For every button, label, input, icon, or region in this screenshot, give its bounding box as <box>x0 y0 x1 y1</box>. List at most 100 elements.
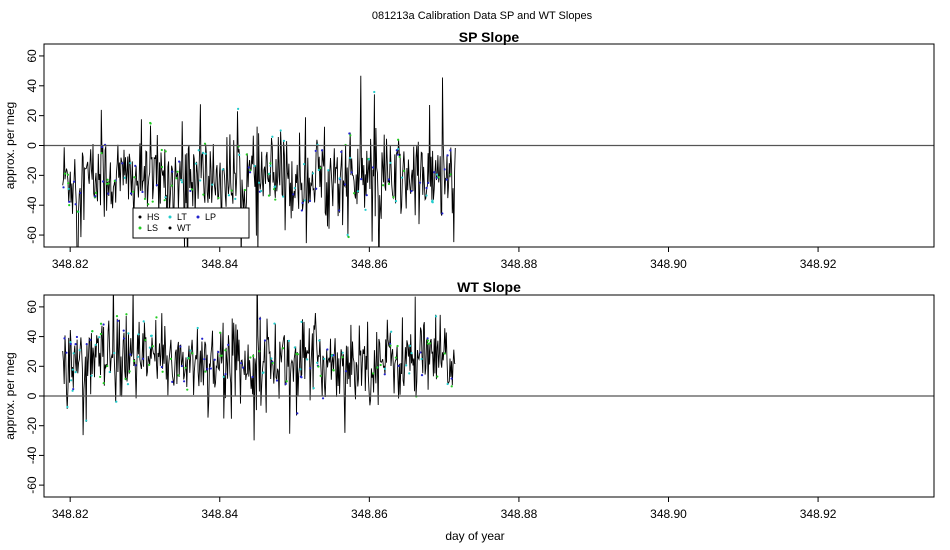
series-point-lt <box>348 156 352 160</box>
series-point-lt <box>373 90 376 94</box>
series-point-ls <box>319 374 322 377</box>
series-point-ls <box>190 188 194 191</box>
series-point-lp <box>247 166 250 169</box>
x-tick-label: 348.90 <box>650 507 687 521</box>
y-tick-label: 60 <box>25 49 39 63</box>
legend-label-lp: LP <box>205 212 216 222</box>
series-point-lp <box>396 153 400 156</box>
series-point-ls <box>230 189 233 192</box>
series-point-lp <box>217 350 220 354</box>
series-point-lp <box>69 342 72 346</box>
series-point-lp <box>122 329 125 332</box>
series-point-lp <box>426 337 429 340</box>
series-point-lp <box>129 192 133 195</box>
series-point-lp <box>300 376 303 379</box>
series-point-lt <box>303 199 306 202</box>
series-point-ls <box>105 182 109 185</box>
series-point-ls <box>450 385 453 388</box>
series-point-lp <box>446 154 449 157</box>
series-point-lt <box>74 371 77 374</box>
series-point-lp <box>315 187 318 190</box>
series-point-lp <box>72 180 76 183</box>
series-point-lp <box>94 195 97 198</box>
series-point-lt <box>221 168 224 171</box>
series-point-lt <box>69 340 72 344</box>
series-point-lp <box>100 145 104 149</box>
series-point-lt <box>270 357 273 360</box>
series-point-lt <box>194 162 198 165</box>
series-point-ls <box>67 182 70 185</box>
series-point-ls <box>347 235 350 239</box>
series-point-lp <box>427 181 430 184</box>
series-point-lt <box>431 201 434 204</box>
series-point-ls <box>203 142 207 145</box>
series-point-lp <box>365 194 368 197</box>
series-point-lp <box>395 149 398 152</box>
series-point-lt <box>94 343 97 347</box>
series-point-lt <box>126 383 130 386</box>
series-point-lt <box>287 339 291 342</box>
series-point-ls <box>349 134 352 137</box>
series-point-ls <box>426 339 430 342</box>
series-point-lp <box>248 171 252 174</box>
series-point-lp <box>68 200 71 203</box>
series-point-ls <box>99 322 103 325</box>
series-point-ls <box>392 196 395 199</box>
series-point-lp <box>134 364 137 367</box>
series-point-lt <box>299 368 302 371</box>
series-point-ls <box>402 169 406 172</box>
series-point-ls <box>184 366 187 369</box>
series-point-lt <box>323 357 326 360</box>
series-point-lt <box>76 275 78 277</box>
series-point-ls <box>177 374 180 377</box>
series-point-ls <box>396 344 399 348</box>
series-point-lt <box>410 352 413 355</box>
series-point-ls <box>317 365 320 368</box>
y-tick-label: -40 <box>25 196 39 214</box>
y-tick-label: -20 <box>25 166 39 184</box>
series-point-lp <box>450 377 453 380</box>
series-point-lt <box>137 333 140 336</box>
series-point-lp <box>296 412 299 415</box>
series-point-lp <box>65 351 68 354</box>
series-point-lp <box>371 166 375 169</box>
series-point-lt <box>408 372 411 375</box>
series-point-ls <box>191 352 194 355</box>
series-point-lp <box>62 186 65 189</box>
series-point-ls <box>102 381 105 385</box>
x-tick-label: 348.82 <box>52 507 89 521</box>
series-point-lp <box>178 160 181 163</box>
series-point-lt <box>367 158 371 161</box>
series-point-ls <box>113 179 116 183</box>
series-point-lp <box>63 337 66 340</box>
series-point-lt <box>364 208 367 211</box>
series-point-ls <box>132 190 135 193</box>
plot-frame <box>43 294 935 498</box>
series-point-ls <box>272 188 276 191</box>
series-point-lt <box>346 233 349 236</box>
series-point-lp <box>284 382 287 385</box>
series-point-lt <box>390 330 393 333</box>
series-point-lt <box>282 139 286 142</box>
series-point-lt <box>271 135 274 138</box>
series-point-lp <box>227 343 230 346</box>
series-point-ls <box>125 313 128 316</box>
series-point-ls <box>132 359 136 363</box>
y-axis-label: approx. per meg <box>3 102 17 189</box>
series-point-lt <box>108 370 111 374</box>
series-point-lt <box>268 172 271 175</box>
series-point-lt <box>199 179 202 182</box>
series-point-lt <box>405 364 408 367</box>
series-point-lt <box>257 181 261 184</box>
series-point-lt <box>148 346 151 349</box>
series-point-lp <box>449 149 452 152</box>
series-point-lt <box>318 339 321 342</box>
series-point-ls <box>187 357 191 360</box>
series-point-ls <box>249 356 252 359</box>
x-axis-label: day of year <box>445 529 504 543</box>
series-point-ls <box>202 193 205 196</box>
series-point-lt <box>123 176 126 179</box>
legend-marker-lt <box>168 215 172 219</box>
series-point-lp <box>102 323 105 326</box>
series-point-lt <box>85 419 88 422</box>
